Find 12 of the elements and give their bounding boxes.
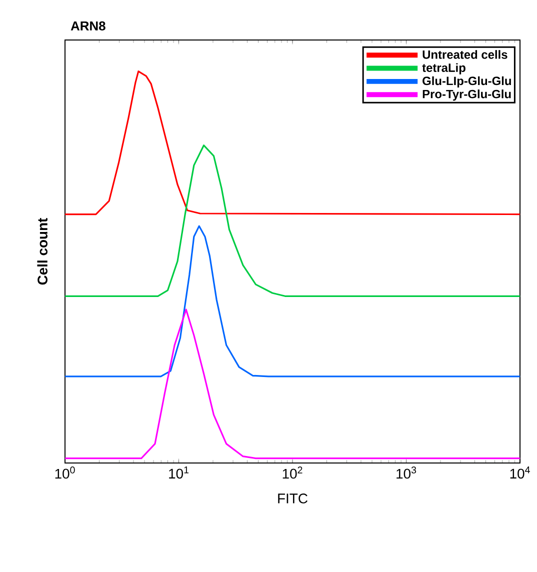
legend-label: Glu-LIp-Glu-Glu (422, 76, 511, 88)
x-tick-label: 10$^{1}$ (169, 466, 188, 479)
x-tick-label: 10$^{3}$ (396, 466, 416, 479)
legend-label: Pro-Tyr-Glu-Glu (422, 90, 511, 101)
x-tick-label: 10$^{4}$ (510, 466, 530, 479)
chart-title: ARN8 (70, 21, 106, 30)
legend-label: tetraLip (422, 63, 466, 74)
legend-label: Untreated cells (422, 50, 508, 59)
x-tick-label: 10$^{0}$ (55, 466, 75, 479)
y-axis-title: Cell count (37, 218, 48, 285)
x-axis-title: FITC (278, 494, 308, 504)
x-tick-label: 10$^{2}$ (282, 466, 302, 479)
